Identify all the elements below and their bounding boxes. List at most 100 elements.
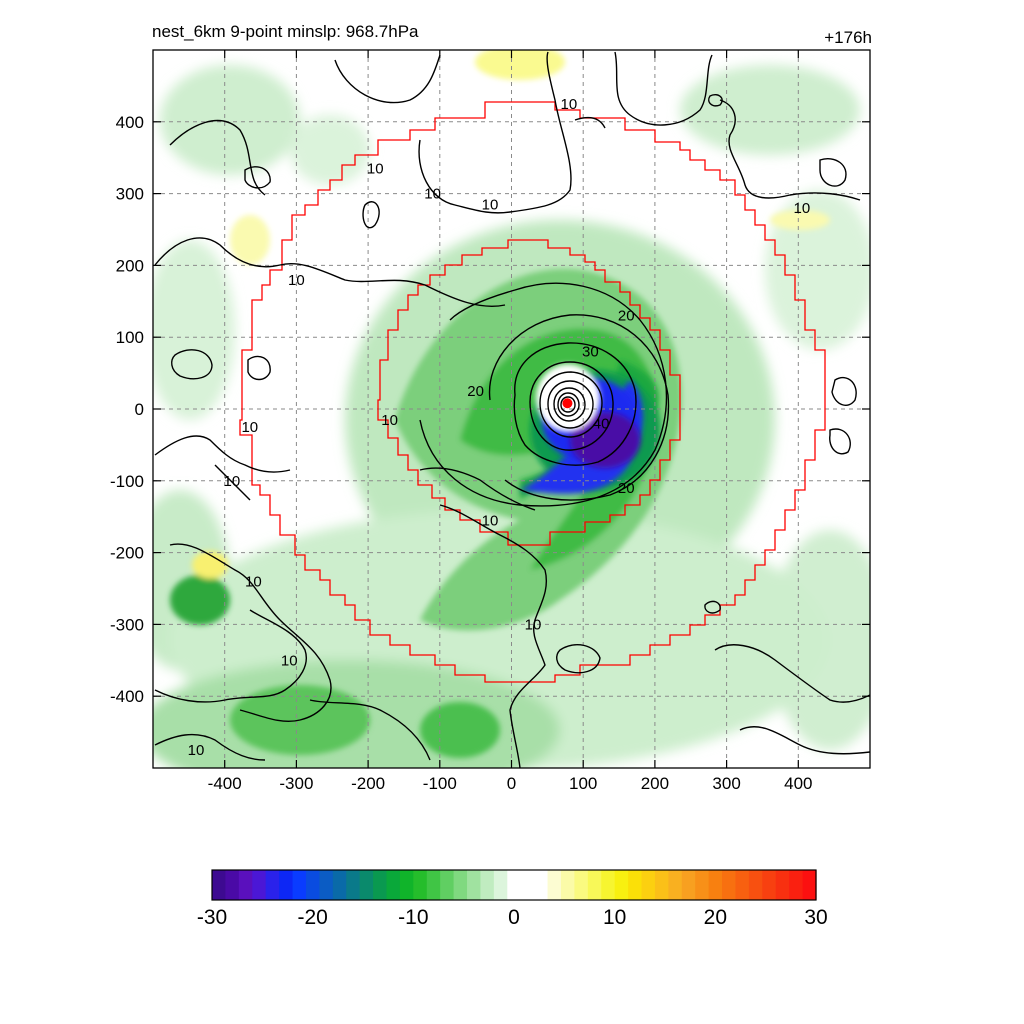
- colorbar-tick-label: 30: [804, 906, 828, 929]
- colorbar-swatch: [534, 870, 549, 900]
- colorbar-swatch: [628, 870, 643, 900]
- contour-label: 30: [582, 344, 599, 361]
- colorbar-swatch: [587, 870, 602, 900]
- outer-nest-boundary: [239, 101, 826, 683]
- contour-label: 10: [525, 616, 542, 633]
- colorbar-swatch: [426, 870, 441, 900]
- colorbar-swatch: [332, 870, 347, 900]
- colorbar-swatch: [493, 870, 508, 900]
- colorbar-swatch: [789, 870, 804, 900]
- contour-label: 10: [381, 412, 398, 429]
- y-tick-label: -200: [110, 544, 144, 563]
- colorbar-frame: [211, 869, 817, 901]
- contour-label: 10: [188, 742, 205, 759]
- forecast-hour-label: +176h: [824, 28, 872, 47]
- colorbar-swatch: [265, 870, 280, 900]
- contour-label: 10: [367, 160, 384, 177]
- plot-area: 10 10 10 10 10 10 10 10 10 10 10 10 10 10 20 20 20 30 40: [153, 50, 870, 768]
- contour-label: 20: [467, 383, 484, 400]
- colorbar-swatch: [735, 870, 750, 900]
- contour-label: 10: [561, 96, 578, 113]
- y-tick-label: 300: [116, 185, 144, 204]
- colorbar-swatch: [722, 870, 737, 900]
- x-tick-label: -400: [208, 774, 242, 793]
- colorbar-swatch: [480, 870, 495, 900]
- x-tick-label: 300: [712, 774, 740, 793]
- colorbar-tick-label: -30: [196, 906, 228, 929]
- colorbar-swatch: [681, 870, 696, 900]
- contour-label: 20: [618, 480, 635, 497]
- colorbar-tick-label: 0: [508, 906, 520, 929]
- colorbar-swatch: [601, 870, 616, 900]
- colorbar-swatch: [252, 870, 267, 900]
- y-tick-label: -100: [110, 472, 144, 491]
- axes: -400 -300 -200 -100 0 100 200 300 400-400-300-20…: [110, 50, 870, 793]
- contour-label: 20: [618, 308, 635, 325]
- colorbar-swatch: [708, 870, 723, 900]
- contour-lines: [154, 51, 870, 768]
- x-tick-label: 100: [569, 774, 597, 793]
- contour-label: 10: [482, 196, 499, 213]
- colorbar: [211, 869, 817, 901]
- y-tick-label: -300: [110, 615, 144, 634]
- y-tick-label: -400: [110, 687, 144, 706]
- contour-label: 40: [593, 415, 610, 432]
- x-tick-label: -300: [279, 774, 313, 793]
- inner-nest-boundary: [377, 239, 681, 546]
- contour-label: 10: [288, 272, 305, 289]
- colorbar-swatch: [762, 870, 777, 900]
- colorbar-swatch: [359, 870, 374, 900]
- y-tick-label: 0: [135, 400, 144, 419]
- contour-label: 10: [424, 186, 441, 203]
- colorbar-swatch: [467, 870, 482, 900]
- colorbar-swatch: [574, 870, 589, 900]
- colorbar-swatch: [386, 870, 401, 900]
- x-tick-label: -100: [423, 774, 457, 793]
- colorbar-swatch: [641, 870, 656, 900]
- colorbar-swatch: [440, 870, 455, 900]
- colorbar-tick-label: -20: [297, 906, 328, 929]
- colorbar-swatch: [507, 870, 522, 900]
- x-tick-label: 200: [641, 774, 669, 793]
- y-tick-label: 100: [116, 328, 144, 347]
- contour-labels: 10 10 10 10 10 10 10 10 10 10 10 10 10 10 20 20 20 30 40: [188, 96, 811, 759]
- colorbar-tick-label: 10: [602, 906, 627, 929]
- x-tick-label: -200: [351, 774, 385, 793]
- colorbar-swatch: [748, 870, 763, 900]
- colorbar-swatch: [212, 870, 227, 900]
- colorbar-swatch: [305, 870, 320, 900]
- colorbar-swatch: [560, 870, 575, 900]
- y-tick-label: 400: [116, 113, 144, 132]
- contour-label: 10: [281, 652, 298, 669]
- colorbar-swatch: [668, 870, 683, 900]
- colorbar-swatch: [547, 870, 562, 900]
- colorbar-swatch: [319, 870, 334, 900]
- contour-label: 10: [794, 200, 811, 217]
- contour-label: 10: [245, 573, 262, 590]
- colorbar-swatch: [399, 870, 414, 900]
- storm-center-marker: [562, 398, 573, 409]
- contour-label: 10: [482, 512, 499, 529]
- x-tick-label: 400: [784, 774, 812, 793]
- colorbar-swatch: [775, 870, 790, 900]
- colorbar-tick-label: -10: [398, 906, 429, 929]
- colorbar-swatch: [802, 870, 817, 900]
- colorbar-swatch: [520, 870, 535, 900]
- colorbar-swatch: [695, 870, 710, 900]
- colorbar-swatch: [225, 870, 240, 900]
- chart-title: nest_6km 9-point minslp: 968.7hPa: [152, 22, 419, 41]
- colorbar-swatch: [654, 870, 669, 900]
- colorbar-swatch: [279, 870, 294, 900]
- contour-label: 10: [224, 473, 241, 490]
- colorbar-swatch: [346, 870, 361, 900]
- colorbar-swatch: [413, 870, 428, 900]
- colorbar-swatch: [373, 870, 388, 900]
- colorbar-swatch: [292, 870, 307, 900]
- colorbar-swatch: [614, 870, 629, 900]
- colorbar-swatch: [453, 870, 468, 900]
- x-tick-label: 0: [507, 774, 516, 793]
- colorbar-tick-label: 20: [703, 906, 728, 929]
- y-tick-label: 200: [116, 256, 144, 275]
- colorbar-swatch: [238, 870, 253, 900]
